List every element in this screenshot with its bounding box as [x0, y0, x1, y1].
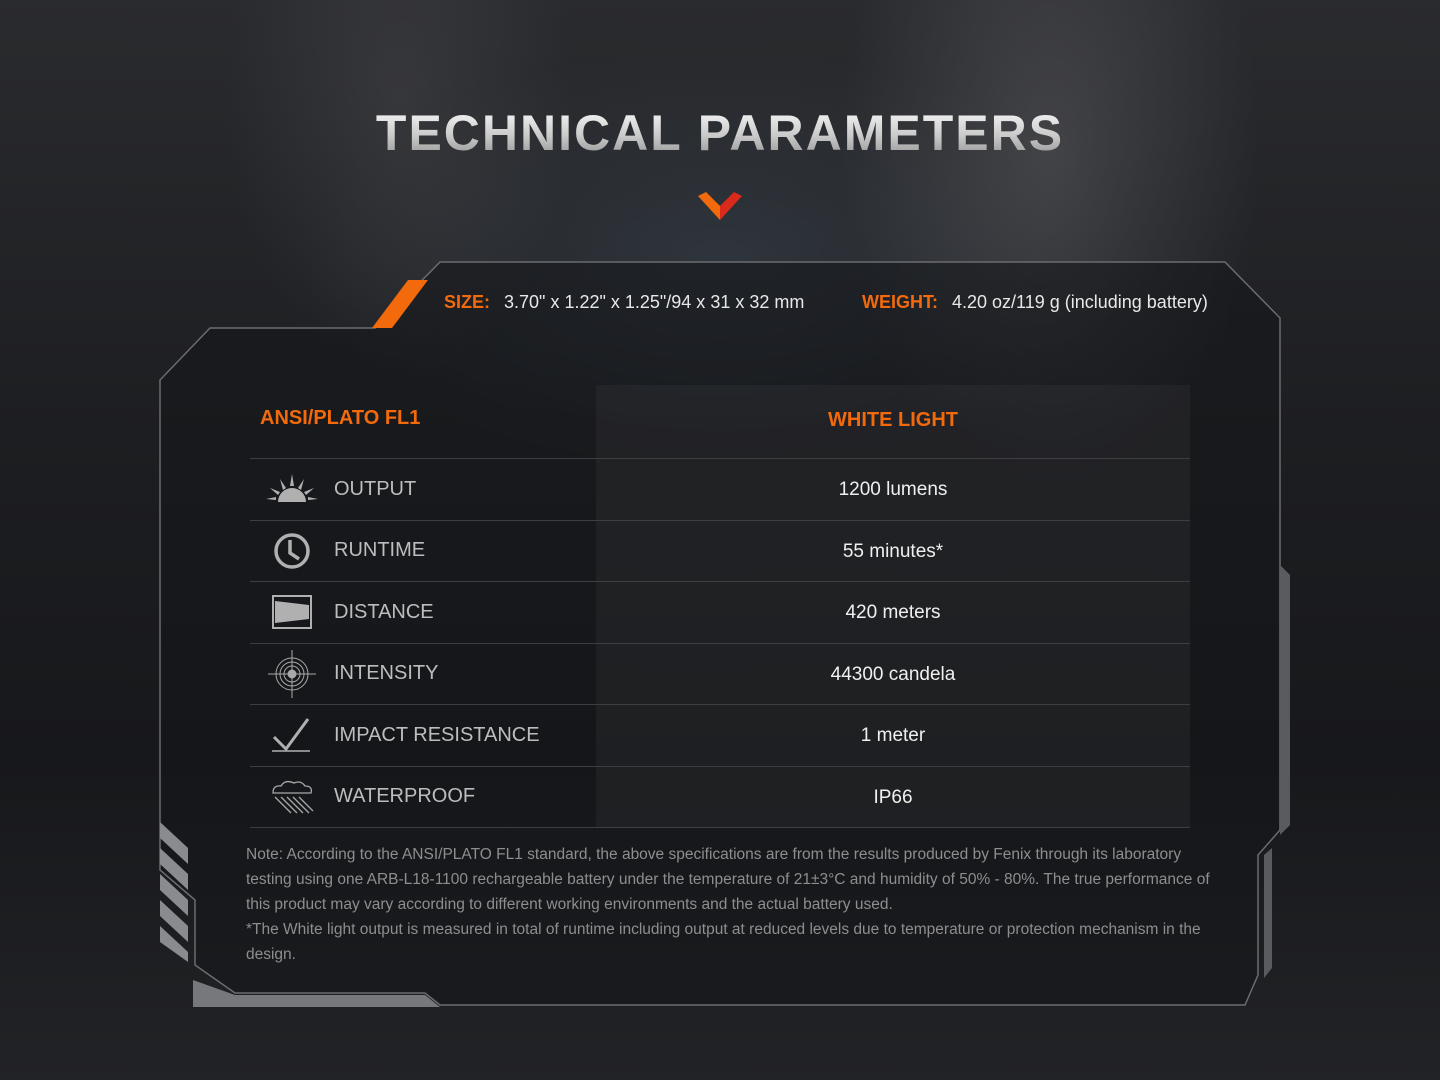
table-header: ANSI/PLATO FL1 WHITE LIGHT: [250, 385, 1190, 459]
table-row: OUTPUT 1200 lumens: [250, 459, 1190, 521]
footnote: Note: According to the ANSI/PLATO FL1 st…: [246, 846, 1210, 963]
table-row: RUNTIME 55 minutes*: [250, 520, 1190, 582]
size-spec: SIZE: 3.70" x 1.22" x 1.25"/94 x 31 x 32 …: [444, 292, 805, 312]
header-standard: ANSI/PLATO FL1: [260, 407, 421, 429]
header-mode: WHITE LIGHT: [596, 385, 1190, 458]
page-title: TECHNICAL PARAMETERS: [0, 104, 1440, 162]
sunburst-icon: [250, 474, 334, 504]
clock-icon: [250, 531, 334, 571]
spec-table: ANSI/PLATO FL1 WHITE LIGHT OUTPUT 1200 l…: [250, 385, 1190, 828]
beam-distance-icon: [250, 595, 334, 630]
weight-spec: WEIGHT: 4.20 oz/119 g (including battery): [862, 292, 1208, 312]
rain-cloud-icon: [250, 779, 334, 815]
table-row: IMPACT RESISTANCE 1 meter: [250, 705, 1190, 767]
table-row: WATERPROOF IP66: [250, 766, 1190, 828]
impact-check-icon: [250, 717, 334, 753]
table-row: INTENSITY 44300 candela: [250, 643, 1190, 705]
target-icon: [250, 649, 334, 699]
chevron-down-icon: [698, 192, 742, 220]
table-row: DISTANCE 420 meters: [250, 582, 1190, 644]
